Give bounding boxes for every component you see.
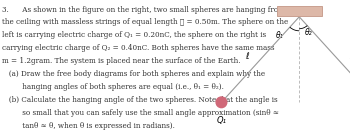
Text: left is carrying electric charge of Q₁ = 0.20nC, the sphere on the right is: left is carrying electric charge of Q₁ =… bbox=[2, 31, 266, 39]
Text: the ceiling with massless strings of equal length ℓ = 0.50m. The sphere on the: the ceiling with massless strings of equ… bbox=[2, 18, 288, 26]
Text: carrying electric charge of Q₂ = 0.40nC. Both spheres have the same mass: carrying electric charge of Q₂ = 0.40nC.… bbox=[2, 44, 274, 52]
Text: 3.      As shown in the figure on the right, two small spheres are hanging from: 3. As shown in the figure on the right, … bbox=[2, 6, 285, 14]
Ellipse shape bbox=[216, 97, 227, 108]
Text: tanθ ≈ θ, when θ is expressed in radians).: tanθ ≈ θ, when θ is expressed in radians… bbox=[2, 122, 175, 130]
FancyBboxPatch shape bbox=[276, 6, 322, 16]
Text: θ₂: θ₂ bbox=[305, 28, 313, 37]
Text: θ₁: θ₁ bbox=[276, 31, 284, 39]
Text: (a) Draw the free body diagrams for both spheres and explain why the: (a) Draw the free body diagrams for both… bbox=[2, 70, 265, 78]
Text: Q₁: Q₁ bbox=[216, 116, 226, 125]
Text: hanging angles of both spheres are equal (i.e., θ₁ = θ₂).: hanging angles of both spheres are equal… bbox=[2, 83, 224, 91]
Text: m = 1.2gram. The system is placed near the surface of the Earth.: m = 1.2gram. The system is placed near t… bbox=[2, 57, 240, 65]
Text: ℓ: ℓ bbox=[245, 52, 249, 61]
Text: (b) Calculate the hanging angle of the two spheres. Note that the angle is: (b) Calculate the hanging angle of the t… bbox=[2, 96, 277, 104]
Text: so small that you can safely use the small angle approximation (sinθ ≈: so small that you can safely use the sma… bbox=[2, 109, 279, 117]
